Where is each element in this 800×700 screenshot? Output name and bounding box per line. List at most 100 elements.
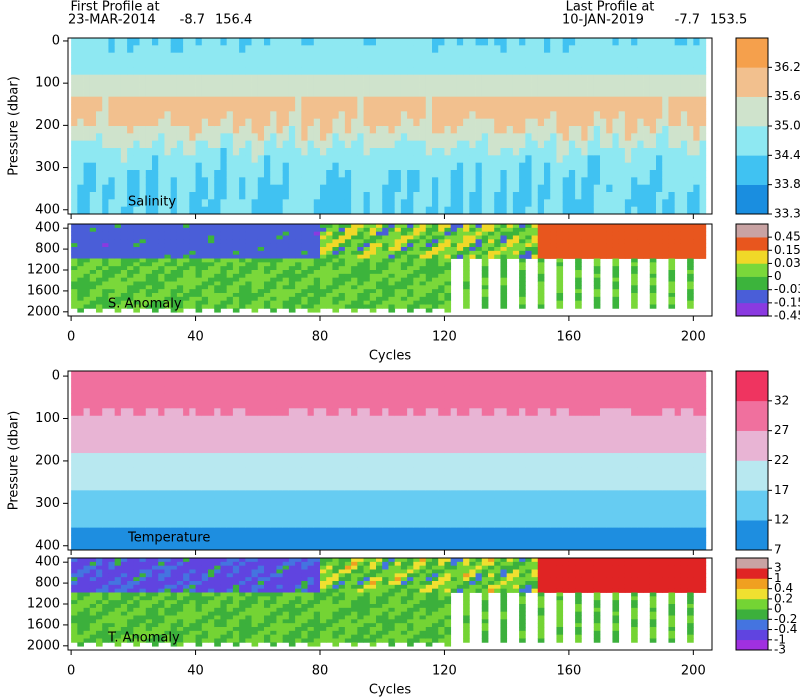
field-cell [456,192,464,200]
field-cell [133,378,140,387]
field-cell [407,206,414,215]
field-cell [581,224,588,229]
field-cell [270,104,277,112]
field-cell [581,118,588,127]
field-cell [400,300,408,305]
field-cell [668,60,676,68]
field-cell [96,296,103,302]
field-cell [89,192,97,200]
field-cell [108,74,116,83]
field-cell [525,192,532,200]
field-cell [170,266,178,271]
field-cell [264,126,271,134]
field-cell [680,170,688,178]
field-cell [170,527,178,536]
field-cell [120,408,128,417]
field-cell [71,192,78,200]
field-cell [201,104,209,112]
field-cell [506,82,514,90]
field-cell [313,170,321,178]
field-cell [512,250,520,256]
field-cell [326,206,333,215]
field-cell [108,247,116,252]
field-cell [152,273,159,279]
field-cell [282,300,290,305]
field-cell [83,289,91,294]
field-cell [152,45,159,54]
field-cell [631,74,638,83]
field-cell [475,224,483,229]
field-cell [226,118,234,127]
field-cell [419,52,427,61]
field-cell [208,104,215,112]
field-cell [189,270,196,275]
field-cell [120,475,128,484]
field-cell [351,247,358,252]
field-cell [145,235,153,240]
field-cell [295,235,302,240]
field-cell [152,155,159,164]
field-cell [164,460,172,469]
field-cell [295,285,302,290]
field-cell [432,111,439,120]
field-cell [189,527,196,536]
field-cell [189,273,196,279]
field-cell [699,170,707,178]
field-cell [351,262,358,267]
field-cell [288,296,296,302]
field-cell [152,453,159,461]
field-cell [183,148,190,156]
y-tick-label: 400 [35,202,60,217]
field-cell [127,460,134,469]
field-cell [120,170,128,178]
field-cell [264,243,271,248]
field-cell [618,67,626,76]
field-cell [674,177,682,186]
field-cell [612,111,620,120]
field-cell [77,438,84,446]
field-cell [376,239,383,244]
field-cell [525,254,532,259]
field-cell [170,430,178,439]
field-cell [444,52,452,61]
field-cell [332,247,340,252]
field-cell [133,52,140,61]
field-cell [245,140,252,149]
field-cell [680,199,688,208]
field-cell [89,177,97,186]
field-cell [96,304,103,309]
field-cell [239,52,246,61]
field-cell [699,89,707,98]
field-cell [226,243,234,248]
field-cell [158,231,165,236]
field-cell [145,118,153,127]
field-cell [568,231,576,236]
field-cell [270,118,277,127]
field-cell [469,254,476,259]
field-cell [581,199,588,208]
field-cell [500,155,508,164]
field-cell [164,235,172,240]
field-cell [201,38,209,46]
field-cell [587,162,595,171]
field-cell [226,45,234,54]
field-cell [680,206,688,215]
field-cell [133,430,140,439]
field-cell [344,126,352,134]
field-cell [77,308,84,313]
field-cell [357,52,364,61]
field-cell [270,270,277,275]
field-cell [407,111,414,120]
field-cell [77,82,84,90]
field-cell [127,273,134,279]
field-cell [96,423,103,432]
field-cell [108,408,116,417]
field-cell [369,111,377,120]
field-cell [301,67,308,76]
field-cell [114,285,122,290]
field-cell [239,285,246,290]
field-cell [164,170,172,178]
field-cell [376,74,383,83]
field-cell [326,224,333,229]
field-cell [120,67,128,76]
